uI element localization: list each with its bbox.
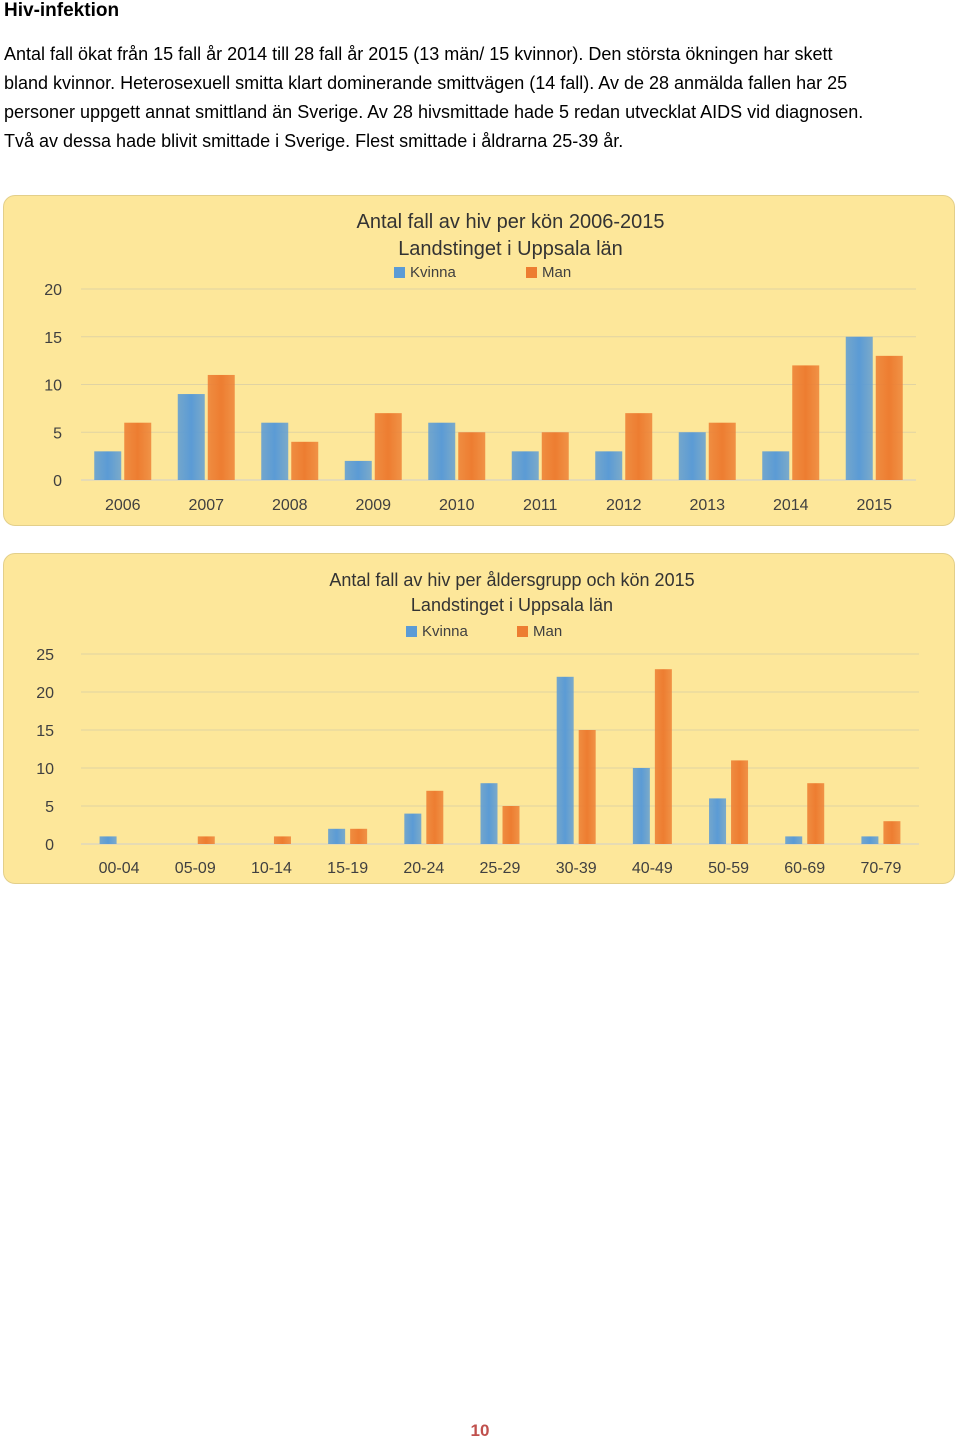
bar-kvinna xyxy=(595,451,623,480)
bar-kvinna xyxy=(99,836,117,844)
y-tick-label: 15 xyxy=(36,723,54,740)
x-category-label: 10-14 xyxy=(251,860,292,877)
bar-man xyxy=(426,790,444,844)
legend-swatch xyxy=(526,267,537,278)
page-number: 10 xyxy=(470,1421,490,1440)
bar-man xyxy=(350,828,368,844)
x-category-label: 15-19 xyxy=(327,860,368,877)
bar-kvinna xyxy=(94,451,122,480)
bar-man xyxy=(625,413,653,480)
chart-hiv-per-age-group: 0 5 10 15 20 25 Antal fall av hiv per åldersgr… xyxy=(3,553,955,884)
bar-man xyxy=(458,432,486,480)
x-category-label: 2011 xyxy=(523,497,558,514)
bar-man xyxy=(708,422,736,480)
x-category-label: 50-59 xyxy=(708,860,749,877)
y-tick-label: 10 xyxy=(44,378,62,395)
x-category-label: 25-29 xyxy=(480,860,521,877)
bar-kvinna xyxy=(632,768,650,844)
legend-label: Man xyxy=(533,623,562,640)
chart-hiv-per-gender: 0 5 10 15 20 Antal fall av hiv per kön 2006-2… xyxy=(3,195,955,526)
bar-man xyxy=(541,432,569,480)
x-category-label: 30-39 xyxy=(556,860,597,877)
bar-man xyxy=(807,783,825,844)
x-category-label: 2012 xyxy=(606,497,642,514)
legend-label: Man xyxy=(542,264,571,281)
x-category-label: 40-49 xyxy=(632,860,673,877)
x-category-label: 2014 xyxy=(773,497,809,514)
x-category-label: 70-79 xyxy=(860,860,901,877)
y-tick-label: 0 xyxy=(45,837,54,854)
bar-man xyxy=(207,374,235,480)
chart-svg: 0 5 10 15 20 Antal fall av hiv per kön 2006-2… xyxy=(44,211,916,514)
chart-subtitle: Landstinget i Uppsala län xyxy=(411,595,613,615)
page-heading: Hiv-infektion xyxy=(4,0,120,21)
x-category-label: 2009 xyxy=(355,497,391,514)
chart-subtitle: Landstinget i Uppsala län xyxy=(398,238,623,260)
x-category-label: 2008 xyxy=(272,497,308,514)
bar-kvinna xyxy=(404,813,422,844)
x-category-label: 20-24 xyxy=(403,860,444,877)
paragraph-line: Två av dessa hade blivit smittade i Sver… xyxy=(4,131,624,151)
chart-svg: 0 5 10 15 20 25 Antal fall av hiv per åldersgr… xyxy=(36,570,919,877)
bar-kvinna xyxy=(511,451,539,480)
x-category-label: 2010 xyxy=(439,497,475,514)
bar-kvinna xyxy=(177,394,205,480)
bar-man xyxy=(875,355,903,480)
paragraph-line: personer uppgett annat smittland än Sver… xyxy=(4,102,864,122)
legend-swatch xyxy=(394,267,405,278)
bar-kvinna xyxy=(261,422,289,480)
bar-man xyxy=(502,806,520,844)
bar-kvinna xyxy=(762,451,790,480)
bar-kvinna xyxy=(428,422,456,480)
bar-kvinna xyxy=(678,432,706,480)
legend-swatch xyxy=(517,626,528,637)
x-category-label: 2015 xyxy=(856,497,892,514)
bar-man xyxy=(124,422,152,480)
legend-label: Kvinna xyxy=(422,623,469,640)
paragraph-line: Antal fall ökat från 15 fall år 2014 til… xyxy=(4,44,833,64)
x-category-label: 2013 xyxy=(689,497,725,514)
x-category-label: 2007 xyxy=(188,497,224,514)
x-category-label: 05-09 xyxy=(175,860,216,877)
bar-kvinna xyxy=(709,798,727,844)
bar-kvinna xyxy=(861,836,879,844)
y-tick-label: 20 xyxy=(44,282,62,299)
legend-label: Kvinna xyxy=(410,264,457,281)
bar-man xyxy=(731,760,749,844)
x-category-label: 60-69 xyxy=(784,860,825,877)
intro-paragraph: Antal fall ökat från 15 fall år 2014 til… xyxy=(4,40,956,156)
x-category-label: 2006 xyxy=(105,497,141,514)
paragraph-line: bland kvinnor. Heterosexuell smitta klar… xyxy=(4,73,848,93)
chart-title: Antal fall av hiv per åldersgrupp och kö… xyxy=(329,570,694,590)
chart-title: Antal fall av hiv per kön 2006-2015 xyxy=(357,211,665,233)
y-tick-label: 20 xyxy=(36,685,54,702)
bar-man xyxy=(273,836,291,844)
bar-kvinna xyxy=(556,676,574,844)
y-tick-label: 15 xyxy=(44,330,62,347)
y-tick-label: 0 xyxy=(53,473,62,490)
bar-kvinna xyxy=(480,783,498,844)
y-tick-label: 25 xyxy=(36,647,54,664)
y-tick-label: 5 xyxy=(53,425,62,442)
y-tick-label: 5 xyxy=(45,799,54,816)
x-category-label: 00-04 xyxy=(99,860,140,877)
bar-man xyxy=(374,413,402,480)
bar-man xyxy=(291,441,319,480)
bar-kvinna xyxy=(328,828,346,844)
bar-kvinna xyxy=(344,460,372,480)
bar-kvinna xyxy=(845,336,873,480)
bar-kvinna xyxy=(785,836,803,844)
bar-man xyxy=(654,669,672,844)
bar-man xyxy=(197,836,215,844)
bar-man xyxy=(578,730,596,844)
bar-man xyxy=(792,365,820,480)
bar-man xyxy=(883,821,901,844)
legend-swatch xyxy=(406,626,417,637)
y-tick-label: 10 xyxy=(36,761,54,778)
